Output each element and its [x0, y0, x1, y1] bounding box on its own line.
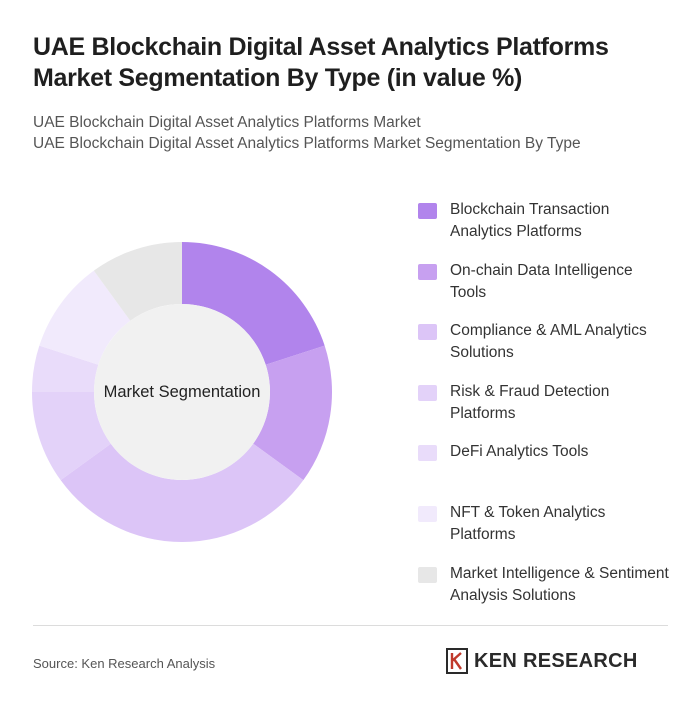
- legend-item: NFT & Token Analytics Platforms: [418, 502, 688, 563]
- subtitle-line-2: UAE Blockchain Digital Asset Analytics P…: [33, 135, 581, 152]
- legend-item: DeFi Analytics Tools: [418, 441, 688, 502]
- donut-center: [94, 304, 270, 480]
- legend-item: Blockchain Transaction Analytics Platfor…: [418, 199, 688, 260]
- ken-research-logo-text: KEN RESEARCH: [474, 649, 638, 672]
- donut-slice-5: [32, 345, 99, 392]
- donut-slice-6: [39, 270, 131, 365]
- legend-label: NFT & Token Analytics Platforms: [450, 503, 606, 543]
- chart-title-line-2: Market Segmentation By Type (in value %): [33, 64, 523, 92]
- legend-label: On-chain Data Intelligence Tools: [450, 261, 633, 301]
- donut-center-label: Market Segmentation: [104, 383, 261, 401]
- subtitle-line-1: UAE Blockchain Digital Asset Analytics P…: [33, 114, 421, 131]
- chart-legend: Blockchain Transaction Analytics Platfor…: [418, 199, 688, 623]
- legend-swatch: [418, 263, 437, 280]
- legend-item: On-chain Data Intelligence Tools: [418, 260, 688, 321]
- ken-research-logo: KEN RESEARCH: [446, 648, 638, 674]
- ken-research-logo-icon: [446, 648, 468, 674]
- legend-swatch: [418, 324, 437, 341]
- footer-divider: [33, 625, 668, 626]
- legend-swatch: [418, 384, 437, 401]
- legend-swatch: [418, 505, 437, 522]
- legend-label: Market Intelligence & Sentiment Analysis…: [450, 564, 669, 604]
- legend-item: Risk & Fraud Detection Platforms: [418, 381, 688, 442]
- legend-label: Risk & Fraud Detection Platforms: [450, 382, 610, 422]
- legend-label: Compliance & AML Analytics Solutions: [450, 322, 647, 362]
- donut-slices: [32, 242, 332, 542]
- source-note: Source: Ken Research Analysis: [33, 656, 216, 671]
- legend-item: Market Intelligence & Sentiment Analysis…: [418, 563, 688, 624]
- legend-label: Blockchain Transaction Analytics Platfor…: [450, 201, 610, 240]
- legend-swatch: [418, 566, 437, 583]
- chart-title: UAE Blockchain Digital Asset Analytics P…: [33, 32, 673, 94]
- donut-slice-3: [60, 443, 304, 542]
- donut-slice-4: [32, 392, 111, 481]
- donut-slice-7: [93, 242, 182, 321]
- donut-slice-1: [182, 242, 325, 365]
- chart-title-line-1: UAE Blockchain Digital Asset Analytics P…: [33, 33, 609, 61]
- chart-subtitle: UAE Blockchain Digital Asset Analytics P…: [33, 112, 673, 154]
- legend-swatch: [418, 445, 437, 462]
- donut-chart: Market Segmentation: [32, 242, 332, 542]
- legend-label: DeFi Analytics Tools: [450, 443, 589, 461]
- legend-item: Compliance & AML Analytics Solutions: [418, 320, 688, 381]
- donut-slice-2: [253, 345, 332, 481]
- legend-swatch: [418, 203, 437, 219]
